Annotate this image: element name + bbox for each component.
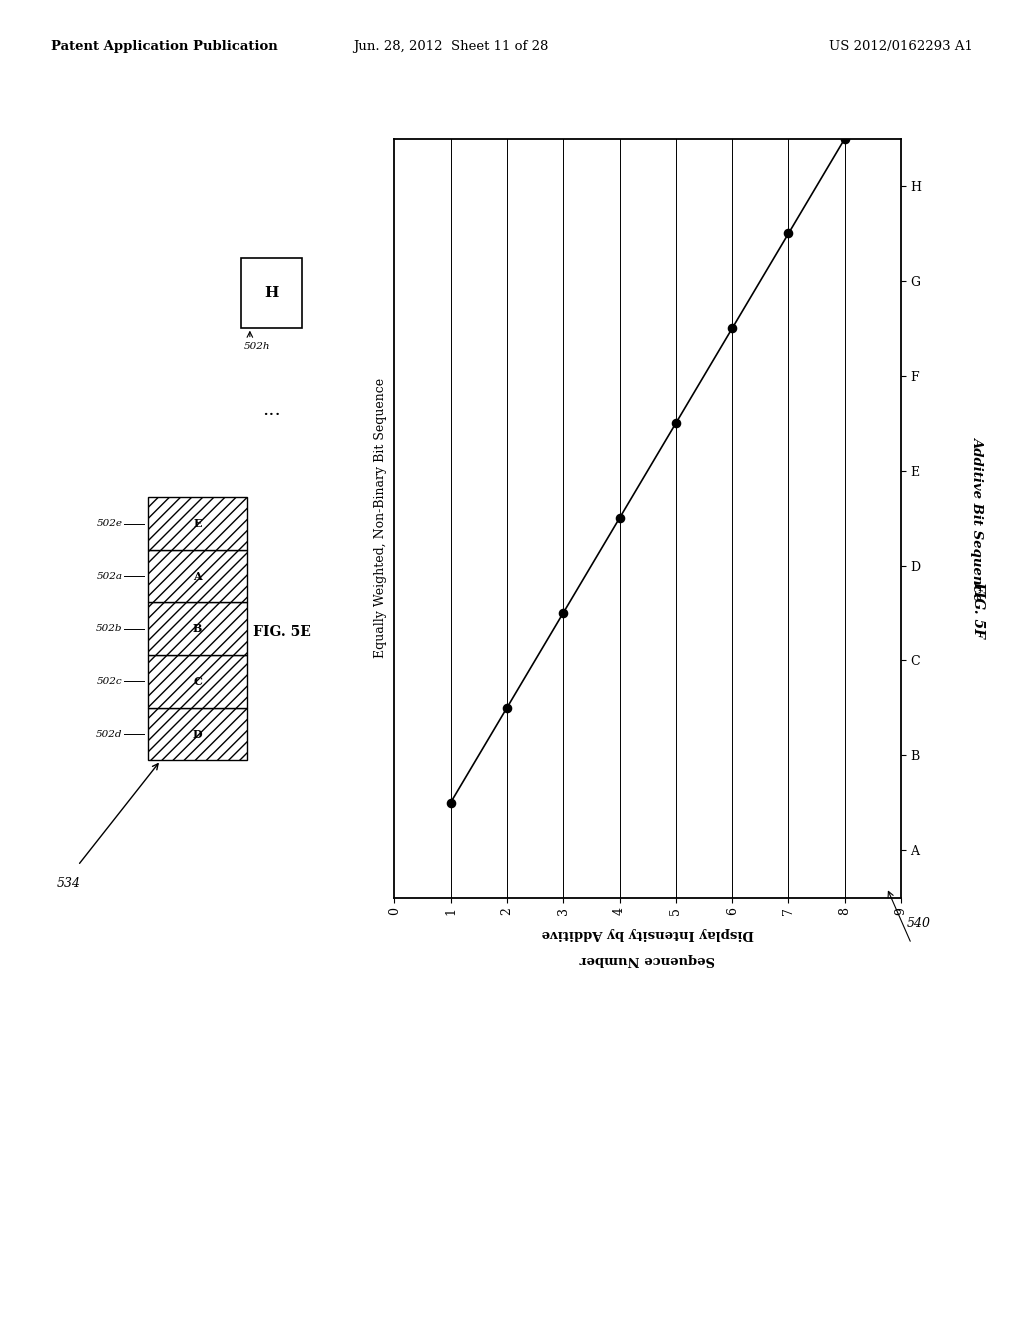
Text: Patent Application Publication: Patent Application Publication xyxy=(51,40,278,53)
Bar xyxy=(148,602,247,655)
Point xyxy=(724,318,740,339)
Text: 502h: 502h xyxy=(244,342,270,351)
Text: B: B xyxy=(193,623,203,635)
Point xyxy=(837,128,853,149)
Text: ...: ... xyxy=(262,400,281,418)
Text: 502b: 502b xyxy=(96,624,123,634)
Text: 502e: 502e xyxy=(96,519,123,528)
Bar xyxy=(148,708,247,760)
Point xyxy=(555,602,571,623)
Text: Jun. 28, 2012  Sheet 11 of 28: Jun. 28, 2012 Sheet 11 of 28 xyxy=(353,40,548,53)
Text: Sequence Number: Sequence Number xyxy=(580,953,716,966)
Text: FIG. 5E: FIG. 5E xyxy=(253,624,311,639)
Text: FIG. 5F: FIG. 5F xyxy=(971,581,985,638)
Text: E: E xyxy=(194,517,202,529)
Point xyxy=(442,792,459,813)
Text: Display Intensity by Additive: Display Intensity by Additive xyxy=(542,927,754,940)
Text: D: D xyxy=(193,729,203,739)
Bar xyxy=(148,498,247,550)
Bar xyxy=(148,550,247,602)
Point xyxy=(780,223,797,244)
Text: 502a: 502a xyxy=(96,572,123,581)
Y-axis label: Equally Weighted, Non-Binary Bit Sequence: Equally Weighted, Non-Binary Bit Sequenc… xyxy=(375,378,387,659)
Point xyxy=(499,697,515,718)
Text: Additive Bit Sequence: Additive Bit Sequence xyxy=(972,436,984,601)
Text: H: H xyxy=(264,285,279,300)
Text: 502c: 502c xyxy=(96,677,123,686)
Bar xyxy=(148,655,247,708)
Text: C: C xyxy=(194,676,202,686)
Text: 540: 540 xyxy=(906,917,930,931)
Point xyxy=(611,507,628,528)
Point xyxy=(668,413,684,434)
Text: US 2012/0162293 A1: US 2012/0162293 A1 xyxy=(828,40,973,53)
Text: 502d: 502d xyxy=(96,730,123,738)
Text: 534: 534 xyxy=(56,878,81,890)
Text: A: A xyxy=(194,570,202,582)
Bar xyxy=(241,257,302,327)
